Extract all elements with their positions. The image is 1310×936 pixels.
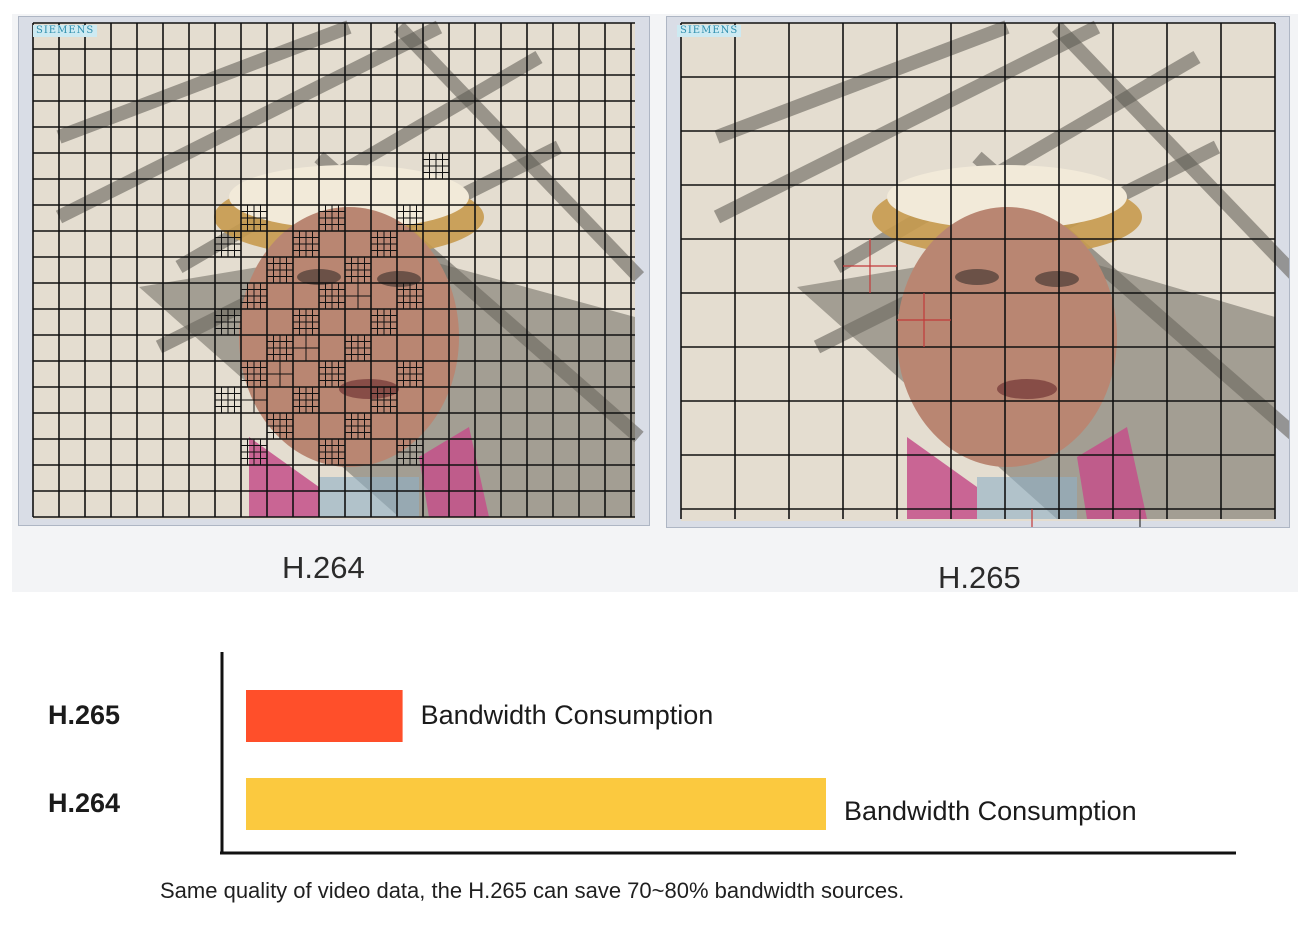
h265-brand-tag: SIEMENS xyxy=(677,25,742,37)
chart-footnote: Same quality of video data, the H.265 ca… xyxy=(160,878,905,903)
bar-label-h264: Bandwidth Consumption xyxy=(844,796,1137,826)
bar-h265 xyxy=(246,690,403,742)
bar-label-h265: Bandwidth Consumption xyxy=(420,700,714,730)
h264-block-grid xyxy=(32,20,645,519)
scene-background xyxy=(681,20,1289,521)
h265-caption: H.265 xyxy=(938,560,1021,595)
h265-frame-panel: SIEMENS xyxy=(666,16,1290,528)
macroblock-lines xyxy=(32,22,635,518)
h264-brand-tag: SIEMENS xyxy=(33,25,98,37)
h264-frame-panel: SIEMENS xyxy=(18,16,650,526)
macroblock-lines xyxy=(680,22,1276,527)
h265-block-grid xyxy=(680,20,1289,527)
category-label-h264: H.264 xyxy=(48,788,121,818)
h264-caption: H.264 xyxy=(282,550,365,585)
category-label-h265: H.265 xyxy=(48,700,121,730)
scene-background xyxy=(33,20,645,519)
bar-h264 xyxy=(246,778,826,830)
